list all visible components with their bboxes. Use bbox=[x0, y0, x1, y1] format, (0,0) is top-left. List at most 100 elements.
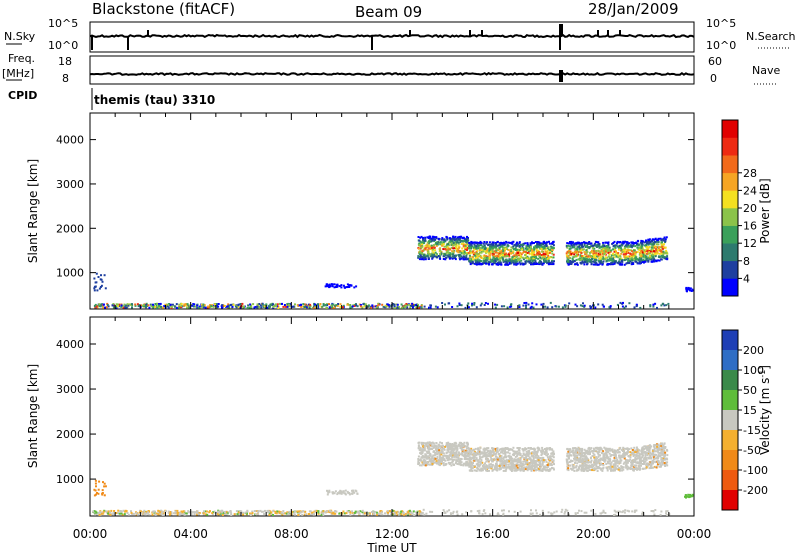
range-gate-cell bbox=[537, 258, 539, 260]
range-gate-cell bbox=[162, 307, 164, 309]
range-gate-cell bbox=[540, 248, 542, 250]
range-gate-cell bbox=[148, 514, 150, 516]
range-gate-cell bbox=[409, 510, 411, 512]
range-gate-cell bbox=[558, 306, 560, 308]
range-gate-cell bbox=[535, 509, 537, 511]
range-gate-cell bbox=[539, 257, 541, 259]
range-gate-cell bbox=[569, 257, 571, 259]
range-gate-cell bbox=[523, 251, 525, 253]
range-gate-cell bbox=[407, 512, 409, 514]
range-gate-cell bbox=[95, 282, 97, 284]
range-gate-cell bbox=[275, 511, 277, 513]
colorbar-cell bbox=[722, 278, 738, 296]
range-gate-cell bbox=[553, 263, 555, 265]
range-gate-cell bbox=[514, 244, 516, 246]
range-gate-cell bbox=[607, 246, 609, 248]
range-gate-cell bbox=[446, 510, 448, 512]
nsky-label: N.Sky bbox=[4, 30, 36, 43]
range-gate-cell bbox=[686, 290, 688, 292]
range-gate-cell bbox=[131, 303, 133, 305]
range-gate-cell bbox=[342, 306, 344, 308]
range-gate-cell bbox=[581, 245, 583, 247]
range-gate-cell bbox=[582, 302, 584, 304]
range-gate-cell bbox=[103, 511, 105, 513]
range-gate-cell bbox=[347, 510, 349, 512]
y-tick-label: 4000 bbox=[56, 134, 84, 147]
range-gate-cell bbox=[616, 256, 618, 258]
freq-spike bbox=[559, 70, 563, 82]
range-gate-cell bbox=[456, 242, 458, 244]
range-gate-cell bbox=[541, 447, 543, 449]
range-gate-cell bbox=[432, 257, 434, 259]
colorbar-cell bbox=[722, 226, 738, 244]
range-gate-cell bbox=[363, 303, 365, 305]
range-gate-cell bbox=[608, 256, 610, 258]
range-gate-cell bbox=[237, 304, 239, 306]
range-gate-cell bbox=[317, 510, 319, 512]
range-gate-cell bbox=[592, 247, 594, 249]
range-gate-cell bbox=[409, 307, 411, 309]
range-gate-cell bbox=[314, 307, 316, 309]
range-gate-cell bbox=[650, 257, 652, 259]
range-gate-cell bbox=[649, 241, 651, 243]
range-gate-cell bbox=[165, 510, 167, 512]
range-gate-cell bbox=[588, 259, 590, 261]
range-gate-cell bbox=[544, 306, 546, 308]
range-gate-cell bbox=[242, 514, 244, 516]
range-gate-cell bbox=[549, 243, 551, 245]
range-gate-cell bbox=[604, 258, 606, 260]
range-gate-cell bbox=[499, 246, 501, 248]
range-gate-cell bbox=[510, 252, 512, 254]
range-gate-cell bbox=[654, 253, 656, 255]
range-gate-cell bbox=[381, 514, 383, 516]
range-gate-cell bbox=[465, 307, 467, 309]
range-gate-cell bbox=[574, 260, 576, 262]
range-gate-cell bbox=[351, 510, 353, 512]
range-gate-cell bbox=[96, 273, 98, 275]
range-gate-cell bbox=[602, 257, 604, 259]
range-gate-cell bbox=[143, 304, 145, 306]
range-gate-cell bbox=[287, 306, 289, 308]
range-gate-cell bbox=[530, 242, 532, 244]
range-gate-cell bbox=[371, 304, 373, 306]
range-gate-cell bbox=[372, 511, 374, 513]
range-gate-cell bbox=[333, 307, 335, 309]
range-gate-cell bbox=[540, 261, 542, 263]
range-gate-cell bbox=[586, 261, 588, 263]
range-gate-cell bbox=[448, 302, 450, 304]
range-gate-cell bbox=[475, 448, 477, 450]
range-gate-cell bbox=[463, 255, 465, 257]
range-gate-cell bbox=[467, 302, 469, 304]
range-gate-cell bbox=[545, 260, 547, 262]
range-gate-cell bbox=[577, 242, 579, 244]
range-gate-cell bbox=[622, 510, 624, 512]
range-gate-cell bbox=[262, 511, 264, 513]
range-gate-cell bbox=[348, 286, 350, 288]
range-gate-cell bbox=[527, 447, 529, 449]
range-gate-cell bbox=[464, 247, 466, 249]
range-gate-cell bbox=[664, 252, 666, 254]
range-gate-cell bbox=[473, 252, 475, 254]
range-gate-cell bbox=[619, 511, 621, 513]
range-gate-cell bbox=[520, 511, 522, 513]
range-gate-cell bbox=[335, 490, 337, 492]
range-gate-cell bbox=[439, 250, 441, 252]
range-gate-cell bbox=[590, 510, 592, 512]
range-gate-cell bbox=[590, 242, 592, 244]
range-gate-cell bbox=[472, 462, 474, 464]
range-gate-cell bbox=[516, 453, 518, 455]
range-gate-cell bbox=[594, 307, 596, 309]
range-gate-cell bbox=[507, 249, 509, 251]
range-gate-cell bbox=[539, 255, 541, 257]
range-gate-cell bbox=[235, 305, 237, 307]
range-gate-cell bbox=[597, 264, 599, 266]
range-gate-cell bbox=[119, 510, 121, 512]
range-gate-cell bbox=[576, 248, 578, 250]
range-gate-cell bbox=[524, 261, 526, 263]
range-gate-cell bbox=[98, 303, 100, 305]
range-gate-cell bbox=[552, 513, 554, 515]
range-gate-cell bbox=[103, 304, 105, 306]
range-gate-cell bbox=[634, 306, 636, 308]
range-gate-cell bbox=[591, 261, 593, 263]
range-gate-cell bbox=[573, 246, 575, 248]
